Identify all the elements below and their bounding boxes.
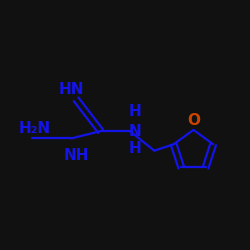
Text: O: O <box>187 112 200 128</box>
Text: H₂N: H₂N <box>18 121 50 136</box>
Text: H: H <box>128 141 141 156</box>
Text: N: N <box>128 124 141 138</box>
Text: HN: HN <box>58 82 84 97</box>
Text: NH: NH <box>63 148 89 163</box>
Text: H: H <box>128 104 141 119</box>
